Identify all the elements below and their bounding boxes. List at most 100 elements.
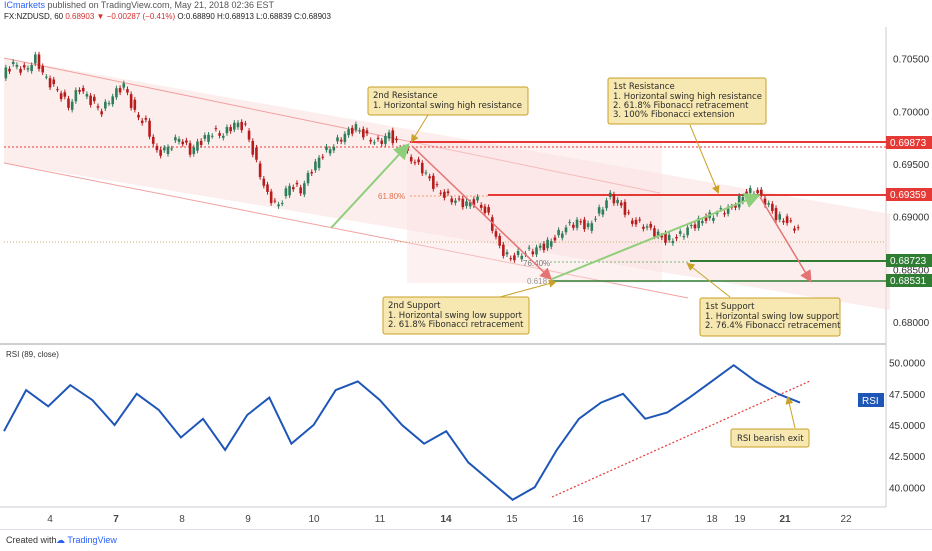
- candle-body: [89, 95, 92, 105]
- candle-body: [771, 203, 774, 212]
- candle-body: [85, 94, 89, 97]
- candle-body: [398, 147, 402, 149]
- s2-title: 2nd Support: [388, 301, 441, 311]
- candle-body: [59, 93, 63, 100]
- chart-canvas[interactable]: 61.80% 76.40% 0.618 2nd Resistance 1. Ho…: [0, 0, 932, 529]
- candle-body: [605, 200, 608, 209]
- rsi-title[interactable]: RSI (89, close): [6, 350, 59, 359]
- time-tick-label: 17: [640, 514, 652, 525]
- time-axis[interactable]: 4 7 8 9 10 11 14 15 16 17 18 19 21 22: [47, 514, 852, 525]
- rsi-tick-label: 50.0000: [889, 359, 926, 370]
- candle-body: [181, 141, 185, 145]
- candle-body: [48, 78, 52, 88]
- s2-line2: 2. 61.8% Fibonacci retracement: [388, 320, 524, 330]
- candle-body: [446, 191, 450, 194]
- tag-r1-text: 0.69359: [890, 190, 927, 201]
- candle-body: [428, 176, 431, 179]
- tag-support-2[interactable]: 0.68531: [886, 274, 932, 287]
- candle-body: [277, 204, 280, 207]
- candle-body: [280, 203, 284, 205]
- candle-body: [321, 156, 325, 158]
- price-axis[interactable]: 0.70500 0.70000 0.69500 0.69000 0.68500 0.680…: [893, 55, 930, 329]
- time-tick-label: 15: [506, 514, 518, 525]
- rsi-badge[interactable]: RSI: [858, 393, 884, 407]
- candle-body: [325, 146, 328, 151]
- publisher-name[interactable]: ICmarkets: [4, 0, 46, 10]
- candle-body: [225, 127, 229, 134]
- last-price: 0.68903: [65, 12, 95, 21]
- candle-body: [586, 223, 590, 227]
- tag-support-1[interactable]: 0.68723: [886, 254, 932, 267]
- time-tick-label: 8: [179, 514, 185, 525]
- tradingview-logo[interactable]: ☁ TradingView: [56, 535, 117, 546]
- candle-body: [432, 175, 435, 189]
- candle-body: [100, 111, 103, 115]
- candle-body: [96, 106, 100, 108]
- callout-2nd-resistance[interactable]: 2nd Resistance 1. Horizontal swing high …: [367, 86, 529, 116]
- candle-body: [22, 65, 26, 68]
- candle-body: [63, 92, 67, 97]
- price-tick-label: 0.69500: [893, 160, 930, 171]
- candle-body: [424, 172, 428, 174]
- callout-rsi-bearish-exit[interactable]: RSI bearish exit: [730, 428, 810, 448]
- candle-body: [347, 129, 350, 136]
- candle-body: [719, 208, 723, 210]
- candle-body: [159, 149, 162, 156]
- cloud-icon: ☁: [56, 535, 65, 545]
- candle-body: [704, 215, 708, 221]
- s2-pointer: [499, 279, 557, 298]
- candle-body: [420, 162, 424, 174]
- ohlc-high: H:0.68913: [217, 12, 254, 21]
- candle-body: [538, 245, 542, 248]
- callout-2nd-support[interactable]: 2nd Support 1. Horizontal swing low supp…: [382, 296, 530, 335]
- candle-body: [233, 122, 236, 130]
- candle-body: [490, 217, 494, 231]
- candle-body: [41, 66, 44, 73]
- candle-body: [516, 251, 520, 255]
- candle-body: [221, 135, 225, 138]
- candle-body: [37, 54, 41, 69]
- candle-body: [133, 99, 137, 110]
- r1-line2: 2. 61.8% Fibonacci retracement: [613, 101, 749, 111]
- candle-body: [487, 207, 490, 213]
- candle-body: [269, 191, 273, 204]
- swing-up-arrow-1: [330, 143, 410, 229]
- s1-title: 1st Support: [705, 302, 755, 312]
- callout-1st-resistance[interactable]: 1st Resistance 1. Horizontal swing high …: [607, 77, 767, 125]
- candle-body: [520, 255, 524, 260]
- candle-body: [531, 251, 535, 255]
- candle-body: [229, 127, 232, 132]
- candle-body: [689, 225, 693, 227]
- symbol-name[interactable]: FX:NZDUSD, 60: [4, 12, 64, 21]
- candle-body: [111, 96, 115, 105]
- candle-body: [660, 235, 664, 238]
- fib-618-label: 61.80%: [378, 192, 405, 201]
- candle-body: [258, 163, 262, 178]
- candle-body: [376, 137, 380, 140]
- rsi-axis[interactable]: 50.0000 47.5000 45.0000 42.5000 40.0000: [889, 359, 926, 495]
- candle-body: [686, 227, 689, 236]
- candle-body: [793, 228, 796, 231]
- candle-body: [513, 255, 516, 261]
- rsi-trendline: [551, 380, 811, 498]
- candle-body: [796, 227, 800, 229]
- candle-body: [678, 231, 682, 234]
- candle-body: [435, 184, 439, 186]
- candle-body: [789, 220, 793, 222]
- tag-resistance-2[interactable]: 0.69873: [886, 136, 932, 149]
- candle-body: [78, 89, 81, 92]
- candle-body: [210, 135, 214, 137]
- callout-1st-support[interactable]: 1st Support 1. Horizontal swing low supp…: [699, 297, 841, 337]
- candle-body: [336, 137, 339, 142]
- candle-body: [726, 206, 730, 214]
- time-tick-label: 11: [375, 514, 386, 525]
- candle-body: [583, 219, 586, 230]
- tag-resistance-1[interactable]: 0.69359: [886, 188, 932, 201]
- candle-body: [616, 199, 619, 204]
- candle-body: [535, 247, 538, 255]
- candle-body: [214, 128, 218, 130]
- rsi-pointer: [785, 396, 796, 429]
- time-tick-label: 16: [572, 514, 584, 525]
- rsi-tick-label: 47.5000: [889, 390, 926, 401]
- candle-body: [774, 208, 778, 220]
